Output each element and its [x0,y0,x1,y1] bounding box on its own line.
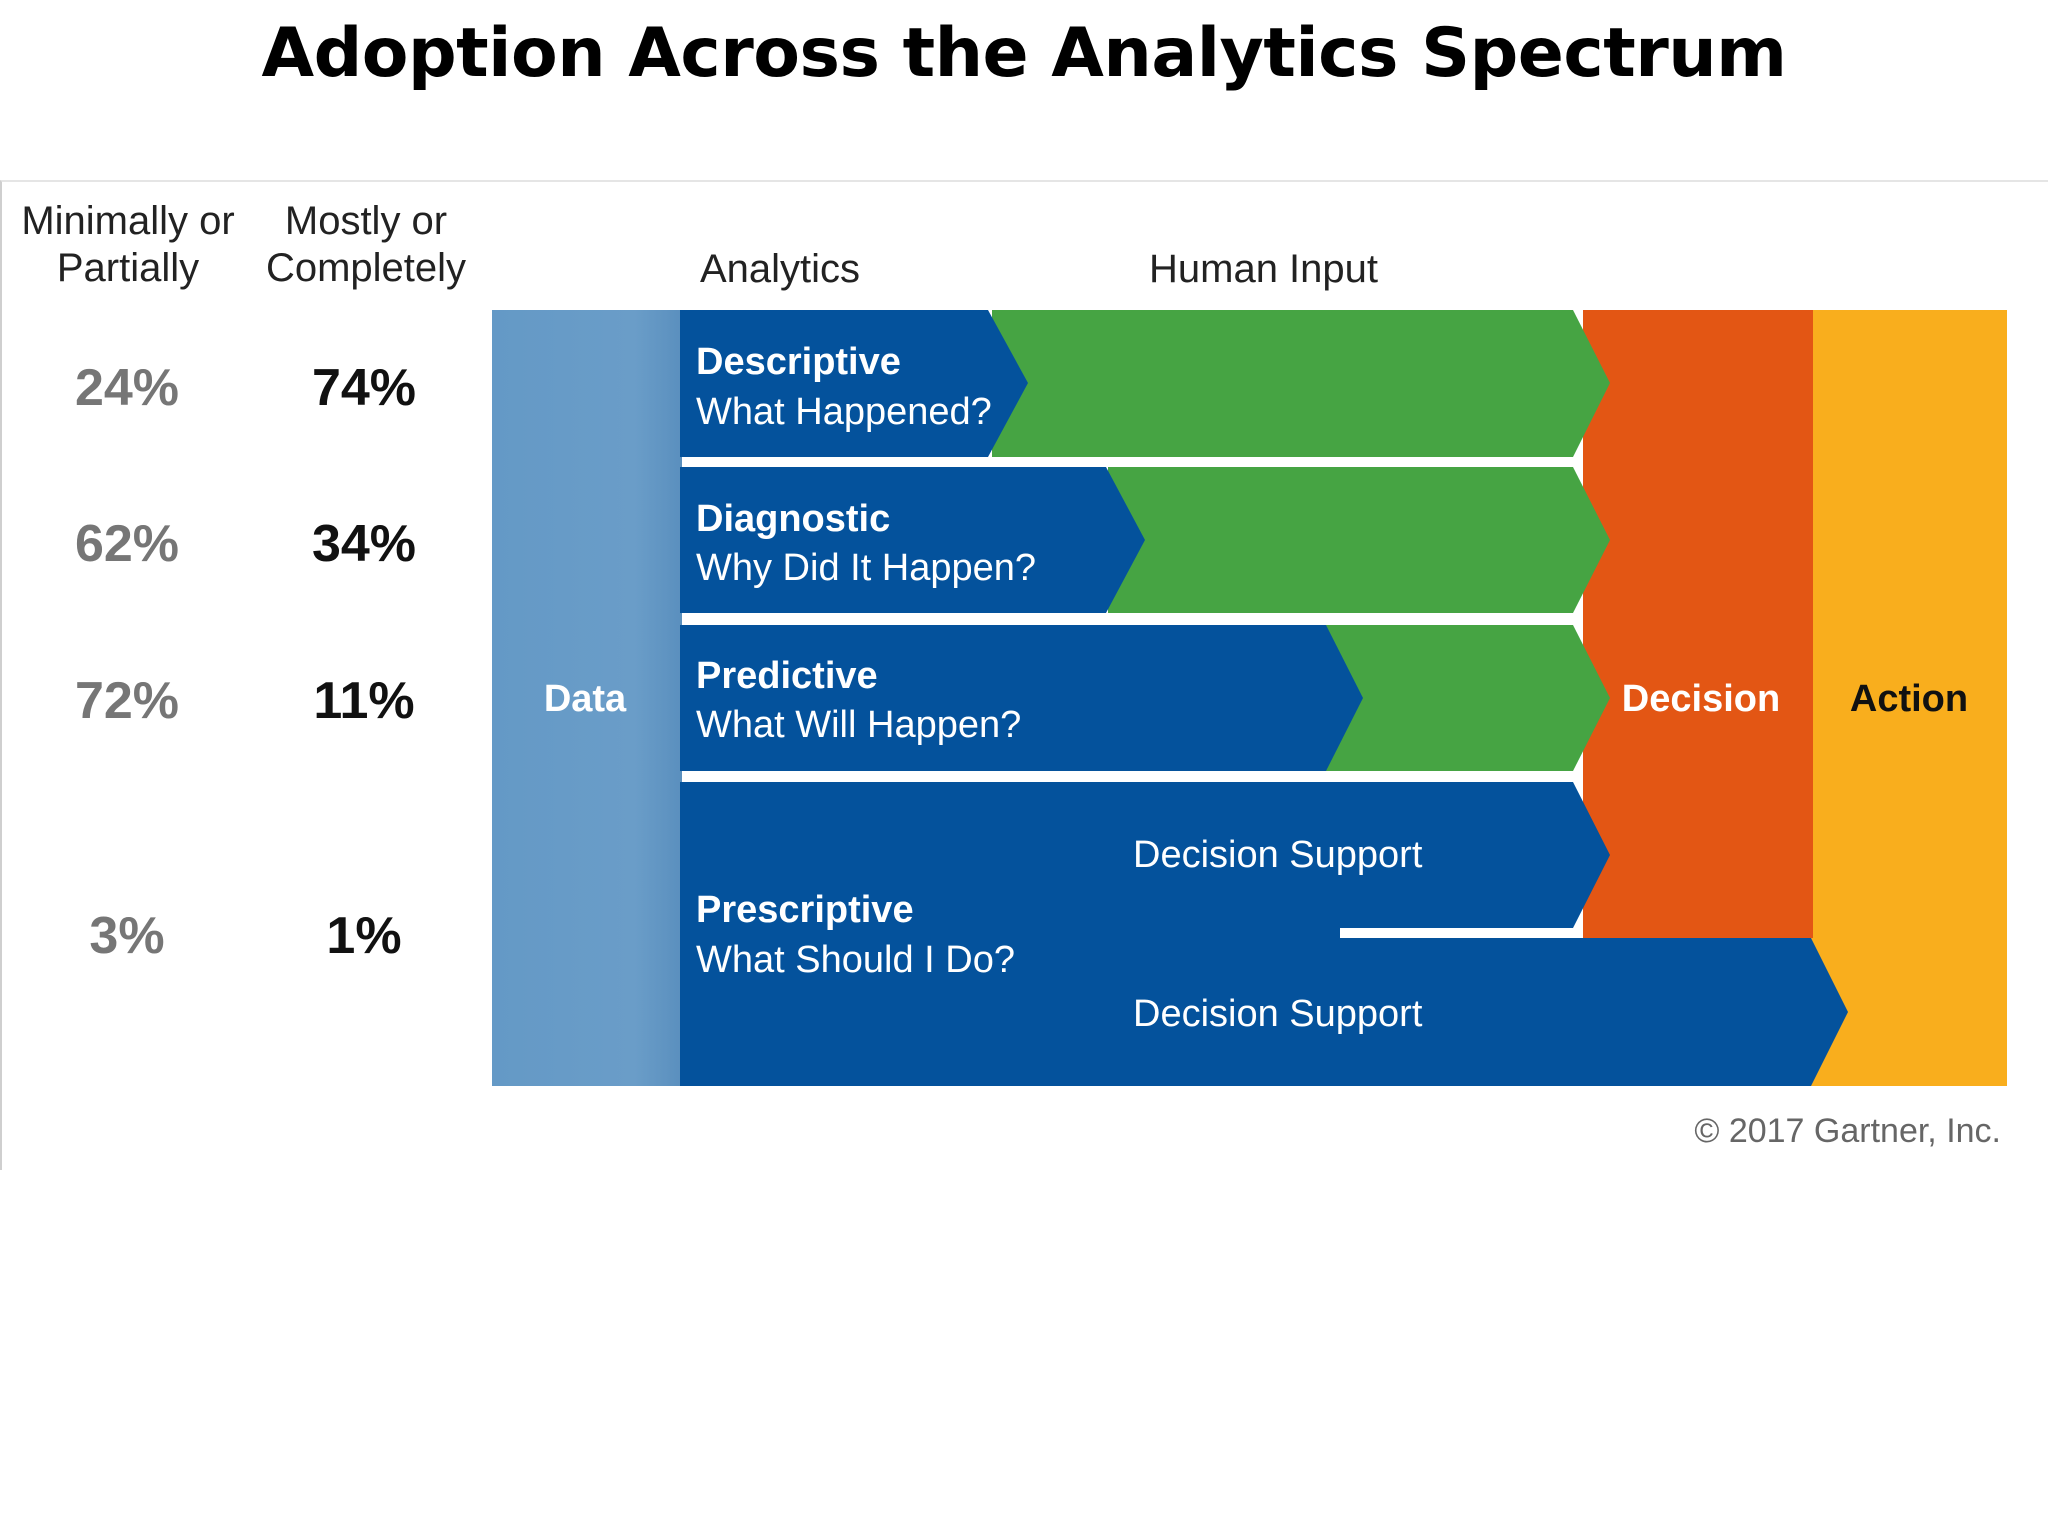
decision-block [1583,310,1813,938]
descriptive-arrow [680,310,1028,457]
pct-minimal-prescriptive: 3% [89,907,165,965]
diagnostic-title: Diagnostic [696,498,890,540]
column-header-minimal-line-1: Minimally or [21,199,235,243]
data-block [492,310,682,1086]
header-analytics: Analytics [700,247,861,291]
column-header-mostly-line-1: Mostly or [284,199,448,243]
diagnostic-arrow [680,467,1145,613]
human-input-arrow-diagnostic [1108,467,1610,613]
decision-label: Decision [1622,678,1780,720]
column-header-mostly: Mostly or Completely [246,198,486,292]
column-header-mostly-line-2: Completely [265,246,467,290]
action-block [1811,310,2007,1086]
descriptive-question: What Happened? [696,391,992,433]
pct-minimal-diagnostic: 62% [74,515,180,573]
copyright-notice: © 2017 Gartner, Inc. [1694,1112,2001,1150]
prescriptive-arrow [680,782,1848,1086]
pct-minimal-predictive: 72% [74,672,180,730]
predictive-title: Predictive [696,655,878,697]
decision-support-label-lower: Decision Support [1133,993,1423,1035]
predictive-arrow [680,625,1363,771]
action-label: Action [1850,678,1968,720]
column-header-minimal: Minimally or Partially [0,198,256,292]
pct-mostly-descriptive: 74% [311,359,417,417]
page-title: Adoption Across the Analytics Spectrum [261,14,1787,93]
diagram-panel [0,180,2048,1170]
header-human-input: Human Input [1149,247,1379,291]
descriptive-title: Descriptive [696,341,901,383]
human-input-arrow-predictive [1326,625,1610,771]
diagnostic-question: Why Did It Happen? [696,547,1036,589]
pct-mostly-prescriptive: 1% [326,907,402,965]
data-label: Data [544,678,627,720]
prescriptive-title: Prescriptive [696,889,914,931]
prescriptive-question: What Should I Do? [696,939,1015,981]
human-input-arrow-descriptive [992,310,1610,457]
pct-mostly-diagnostic: 34% [311,515,417,573]
pct-minimal-descriptive: 24% [74,359,180,417]
column-header-minimal-line-2: Partially [56,246,200,290]
predictive-question: What Will Happen? [696,704,1021,746]
pct-mostly-predictive: 11% [313,672,415,730]
decision-support-label-upper: Decision Support [1133,834,1423,876]
decision-support-divider [1340,928,1573,938]
